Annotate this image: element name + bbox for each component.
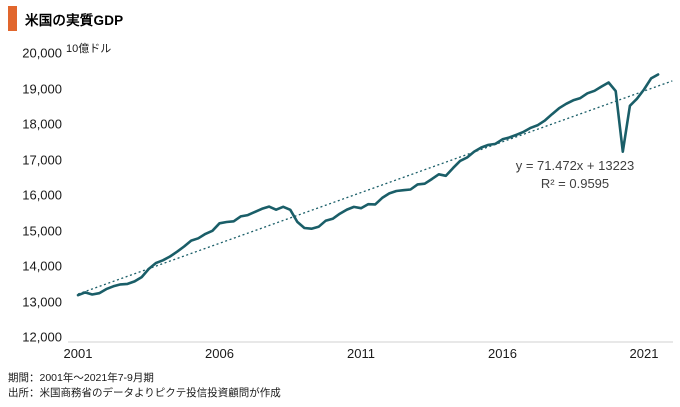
y-tick-label: 15,000 bbox=[22, 223, 62, 238]
y-tick-label: 14,000 bbox=[22, 258, 62, 274]
x-tick-label: 2001 bbox=[63, 346, 93, 361]
trendline-equation: y = 71.472x + 13223 bbox=[515, 158, 635, 173]
y-tick-label: 13,000 bbox=[22, 294, 62, 309]
y-tick-label: 18,000 bbox=[22, 116, 62, 132]
footnote-source: 出所：米国商務省のデータよりピクテ投信投資顧問が作成 bbox=[8, 386, 281, 399]
title-accent-bar bbox=[8, 6, 17, 31]
trendline bbox=[77, 80, 673, 295]
y-tick-label: 12,000 bbox=[22, 329, 62, 345]
trendline-r-squared: R² = 0.9595 bbox=[540, 176, 610, 192]
gdp-line bbox=[76, 73, 660, 297]
y-tick-label: 19,000 bbox=[22, 81, 62, 96]
chart-title: 米国の実質GDP bbox=[25, 12, 124, 28]
y-axis-unit-label: 10億ドル bbox=[66, 43, 112, 55]
chart-header: 米国の実質GDP bbox=[8, 6, 123, 31]
y-tick-label: 16,000 bbox=[22, 187, 62, 203]
x-tick-label: 2011 bbox=[347, 346, 375, 361]
x-tick-label: 2016 bbox=[488, 346, 517, 361]
y-tick-label: 17,000 bbox=[22, 152, 62, 167]
x-tick-label: 2006 bbox=[205, 346, 234, 361]
x-tick-label: 2021 bbox=[629, 346, 659, 361]
chart-footnotes: 期間：2001年～2021年7-9月期 出所：米国商務省のデータよりピクテ投信投… bbox=[8, 371, 281, 400]
y-tick-label: 20,000 bbox=[22, 45, 62, 61]
footnote-period: 期間：2001年～2021年7-9月期 bbox=[8, 372, 154, 384]
trendline-equation-block: y = 71.472x + 13223 R² = 0.9595 bbox=[455, 157, 680, 193]
